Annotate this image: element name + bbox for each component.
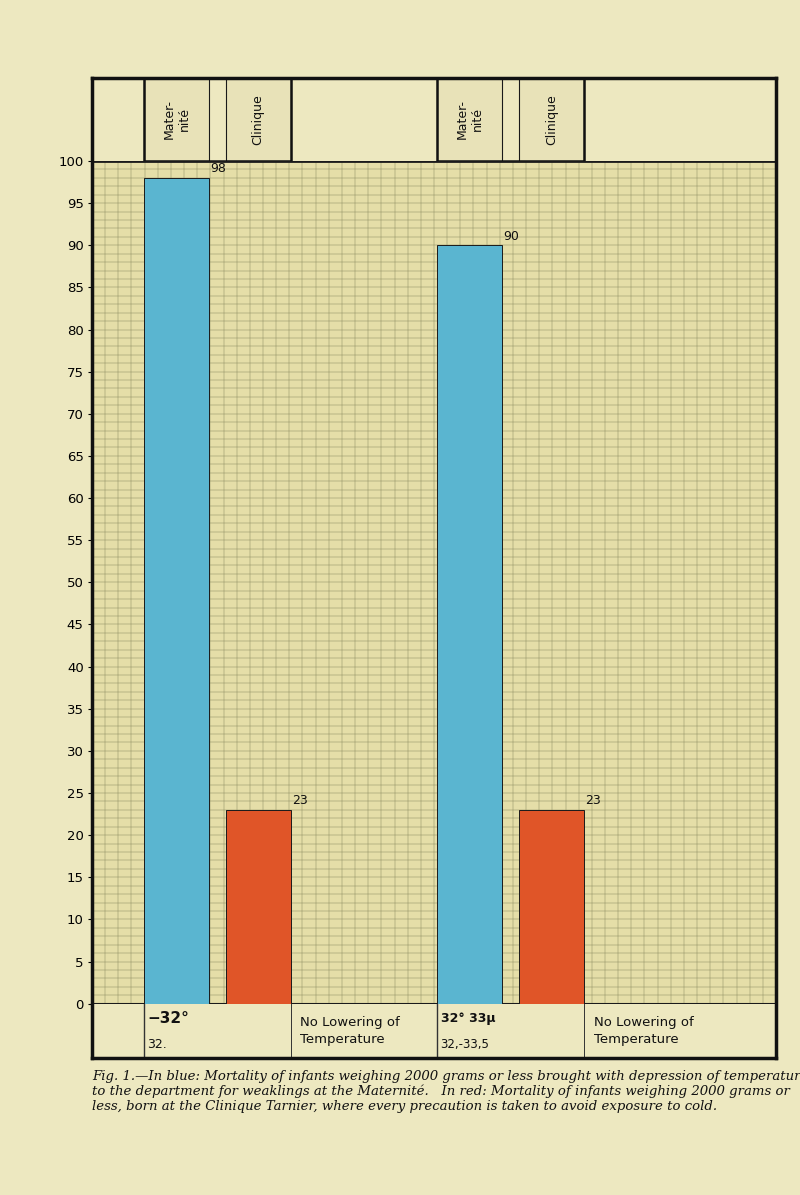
- Bar: [144, 78, 210, 161]
- Text: Clinique: Clinique: [252, 94, 265, 145]
- Text: 90: 90: [504, 229, 519, 243]
- Text: No Lowering of
Temperature: No Lowering of Temperature: [301, 1016, 400, 1046]
- Bar: [438, 245, 502, 1004]
- Text: 32° 33µ: 32° 33µ: [441, 1012, 495, 1025]
- Text: Clinique: Clinique: [545, 94, 558, 145]
- Text: 32,-33,5: 32,-33,5: [441, 1037, 490, 1050]
- Bar: [144, 178, 210, 1004]
- Text: 32.: 32.: [147, 1037, 167, 1050]
- Text: 98: 98: [210, 163, 226, 176]
- Text: No Lowering of
Temperature: No Lowering of Temperature: [594, 1016, 694, 1046]
- Text: Mater-
nité: Mater- nité: [456, 99, 484, 140]
- Bar: [144, 78, 290, 161]
- Bar: [438, 78, 584, 161]
- Bar: [518, 810, 584, 1004]
- Text: Mater-
nité: Mater- nité: [162, 99, 190, 140]
- Text: 23: 23: [292, 795, 308, 808]
- Text: Fig. 1.—In blue: Mortality of infants weighing 2000 grams or less brought with d: Fig. 1.—In blue: Mortality of infants we…: [92, 1070, 800, 1113]
- Bar: [226, 810, 290, 1004]
- Bar: [226, 78, 290, 161]
- Bar: [438, 78, 502, 161]
- Bar: [518, 78, 584, 161]
- Text: 23: 23: [585, 795, 601, 808]
- Text: −32°: −32°: [147, 1011, 190, 1027]
